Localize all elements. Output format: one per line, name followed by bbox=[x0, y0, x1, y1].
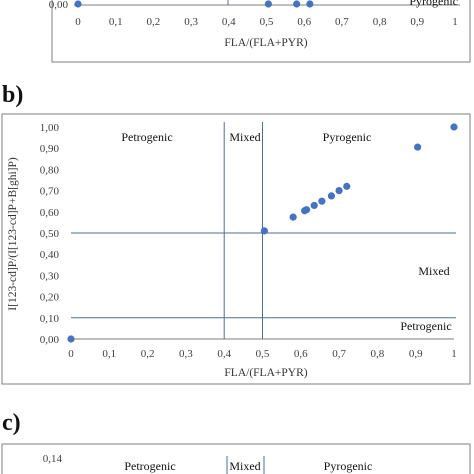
panel-a-x-tick-label: 0,3 bbox=[184, 16, 198, 28]
panel-a-x-tick-label: 0,1 bbox=[109, 16, 123, 28]
panel-a-x-tick-label: 0,4 bbox=[222, 16, 236, 28]
panel-a-points bbox=[74, 0, 314, 8]
panel-b-y-tick-label: 0,40 bbox=[40, 249, 60, 261]
panel-a-data-point bbox=[293, 0, 301, 8]
panel-c-y-tick: 0,14 bbox=[43, 453, 63, 465]
panel-b-x-tick-label: 1 bbox=[451, 348, 457, 360]
panel-b-x-label: FLA/(FLA+PYR) bbox=[224, 367, 307, 379]
panel-a-x-tick-label: 1 bbox=[452, 16, 458, 28]
panel-a-region-label: Pyrogenic bbox=[409, 0, 458, 8]
region-mixed-top: Mixed bbox=[229, 130, 260, 144]
panel-b-x-tick-label: 0,9 bbox=[409, 348, 423, 360]
panel-b-x-ticks: 0 0,1 0,2 0,3 0,4 0,5 0,6 0,7 0,8 0,9 1 bbox=[68, 348, 457, 360]
region-pyrogenic: Pyrogenic bbox=[323, 130, 372, 144]
panel-b-data-point bbox=[335, 187, 343, 195]
panel-a-x-tick-label: 0,9 bbox=[410, 16, 424, 28]
panel-b-x-tick-label: 0,6 bbox=[294, 348, 308, 360]
panel-b-data-point bbox=[414, 143, 422, 151]
panel-a-y-tick: 0,00 bbox=[49, 0, 69, 11]
panel-b-data-point bbox=[327, 192, 336, 200]
panel-b-y-tick-label: 0,10 bbox=[40, 313, 60, 325]
panel-b-x-tick-label: 0,2 bbox=[141, 348, 155, 360]
panel-b-data-point bbox=[310, 201, 318, 210]
panel-b-data-point bbox=[260, 227, 269, 235]
panel-b-x-tick-label: 0,5 bbox=[256, 348, 270, 360]
panel-b-x-tick-label: 0 bbox=[68, 348, 74, 360]
panel-c-region-petrogenic: Petrogenic bbox=[124, 459, 175, 473]
panel-b-y-tick-label: 0,70 bbox=[40, 186, 60, 198]
panel-b-y-tick-label: 1,00 bbox=[40, 122, 60, 134]
panel-b-y-tick-label: 0,90 bbox=[40, 143, 60, 155]
panel-b-data-point bbox=[318, 197, 326, 205]
panel-a-data-point bbox=[74, 0, 82, 8]
panel-c: c) 0,14 Petrogenic Mixed Pyrogenic bbox=[1, 410, 471, 474]
panel-b-y-tick-label: 0,80 bbox=[40, 164, 60, 176]
panel-c-frame bbox=[1, 443, 471, 474]
panel-a-x-tick-label: 0,8 bbox=[373, 16, 387, 28]
panel-a-data-point bbox=[306, 0, 314, 8]
panel-a-x-tick-label: 0,5 bbox=[260, 16, 274, 28]
panel-b: b) 0,000,100,200,300,400,500,600,700,800… bbox=[1, 82, 471, 385]
region-petrogenic-top: Petrogenic bbox=[121, 130, 172, 144]
region-mixed-right: Mixed bbox=[418, 264, 449, 278]
panel-b-x-tick-label: 0,7 bbox=[332, 348, 346, 360]
panel-a-x-tick-label: 0,2 bbox=[147, 16, 161, 28]
panel-b-x-tick-label: 0,1 bbox=[102, 348, 116, 360]
panel-a: 0,00 Pyrogenic 0 0,1 0,2 0,3 0,4 0,5 0,6 0,7 0,8… bbox=[49, 0, 471, 63]
region-petrogenic-right: Petrogenic bbox=[400, 319, 451, 333]
panel-b-y-label: I[123-cd]P/(I[123-cd]P+B[ghi]P) bbox=[7, 157, 19, 311]
panel-b-y-ticks: 0,00 0,10 0,20 0,30 0,40 0,50 0,60 0,70 0,80 0,90… bbox=[40, 122, 60, 346]
panel-a-x-label: FLA/(FLA+PYR) bbox=[224, 37, 307, 49]
panel-b-y-tick-label: 0,20 bbox=[40, 292, 60, 304]
panel-a-x-tick-label: 0,6 bbox=[297, 16, 311, 28]
panel-a-data-point bbox=[264, 0, 272, 8]
panel-b-y-tick-label: 0,50 bbox=[40, 228, 60, 240]
panel-b-data-point bbox=[67, 335, 75, 343]
panel-a-x-tick-label: 0 bbox=[75, 16, 81, 28]
panel-b-label: b) bbox=[2, 82, 23, 108]
panel-b-data-point bbox=[289, 213, 297, 221]
panel-c-region-mixed: Mixed bbox=[229, 459, 260, 473]
panel-a-x-ticks: 0 0,1 0,2 0,3 0,4 0,5 0,6 0,7 0,8 0,9 1 bbox=[75, 16, 458, 28]
panel-c-label: c) bbox=[2, 410, 21, 436]
panel-b-y-tick-label: 0,60 bbox=[40, 207, 60, 219]
panel-a-frame bbox=[51, 0, 471, 63]
panel-a-x-tick-label: 0,7 bbox=[335, 16, 349, 28]
panel-b-data-point bbox=[302, 206, 311, 214]
panel-b-data-point bbox=[343, 182, 351, 190]
panel-b-x-tick-label: 0,8 bbox=[371, 348, 385, 360]
panel-b-x-tick-label: 0,3 bbox=[179, 348, 193, 360]
panel-b-x-tick-label: 0,4 bbox=[217, 348, 231, 360]
panel-b-frame bbox=[1, 113, 471, 385]
panel-b-y-tick-label: 0,30 bbox=[40, 270, 60, 282]
panel-b-y-tick-label: 0,00 bbox=[40, 334, 60, 346]
panel-c-region-pyrogenic: Pyrogenic bbox=[324, 459, 373, 473]
panel-b-points bbox=[67, 123, 458, 343]
panel-b-data-point bbox=[450, 123, 458, 131]
